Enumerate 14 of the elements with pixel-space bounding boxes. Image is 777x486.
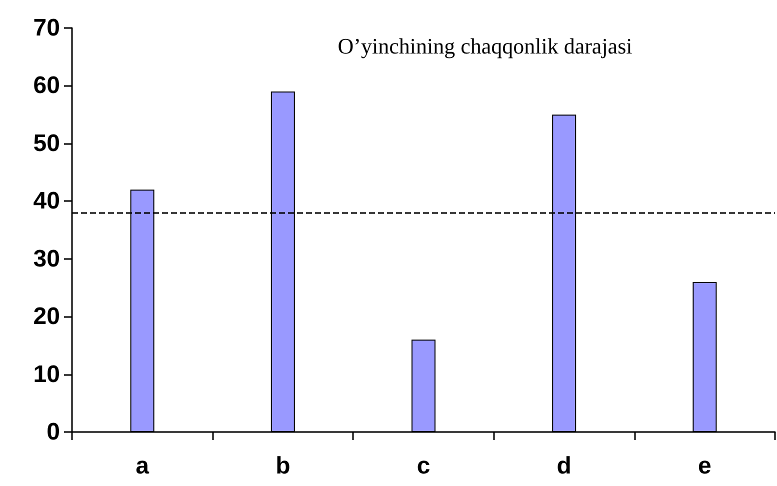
x-tick-label: a	[136, 452, 150, 480]
chart-title: O’yinchining chaqqonlik darajasi	[338, 34, 632, 58]
y-tick-label: 40	[33, 188, 60, 215]
y-tick-label: 20	[33, 303, 60, 330]
y-tick-label: 0	[46, 418, 60, 446]
x-tick-label: c	[416, 452, 430, 480]
x-tick-label: b	[276, 452, 290, 480]
y-tick-label: 10	[33, 360, 60, 388]
x-tick-label: d	[556, 452, 572, 480]
y-tick-label: 70	[33, 14, 60, 42]
y-tick-label: 30	[33, 245, 60, 272]
y-tick-label: 60	[33, 72, 60, 100]
x-tick-label: e	[698, 452, 712, 480]
y-tick-label: 50	[33, 130, 60, 157]
